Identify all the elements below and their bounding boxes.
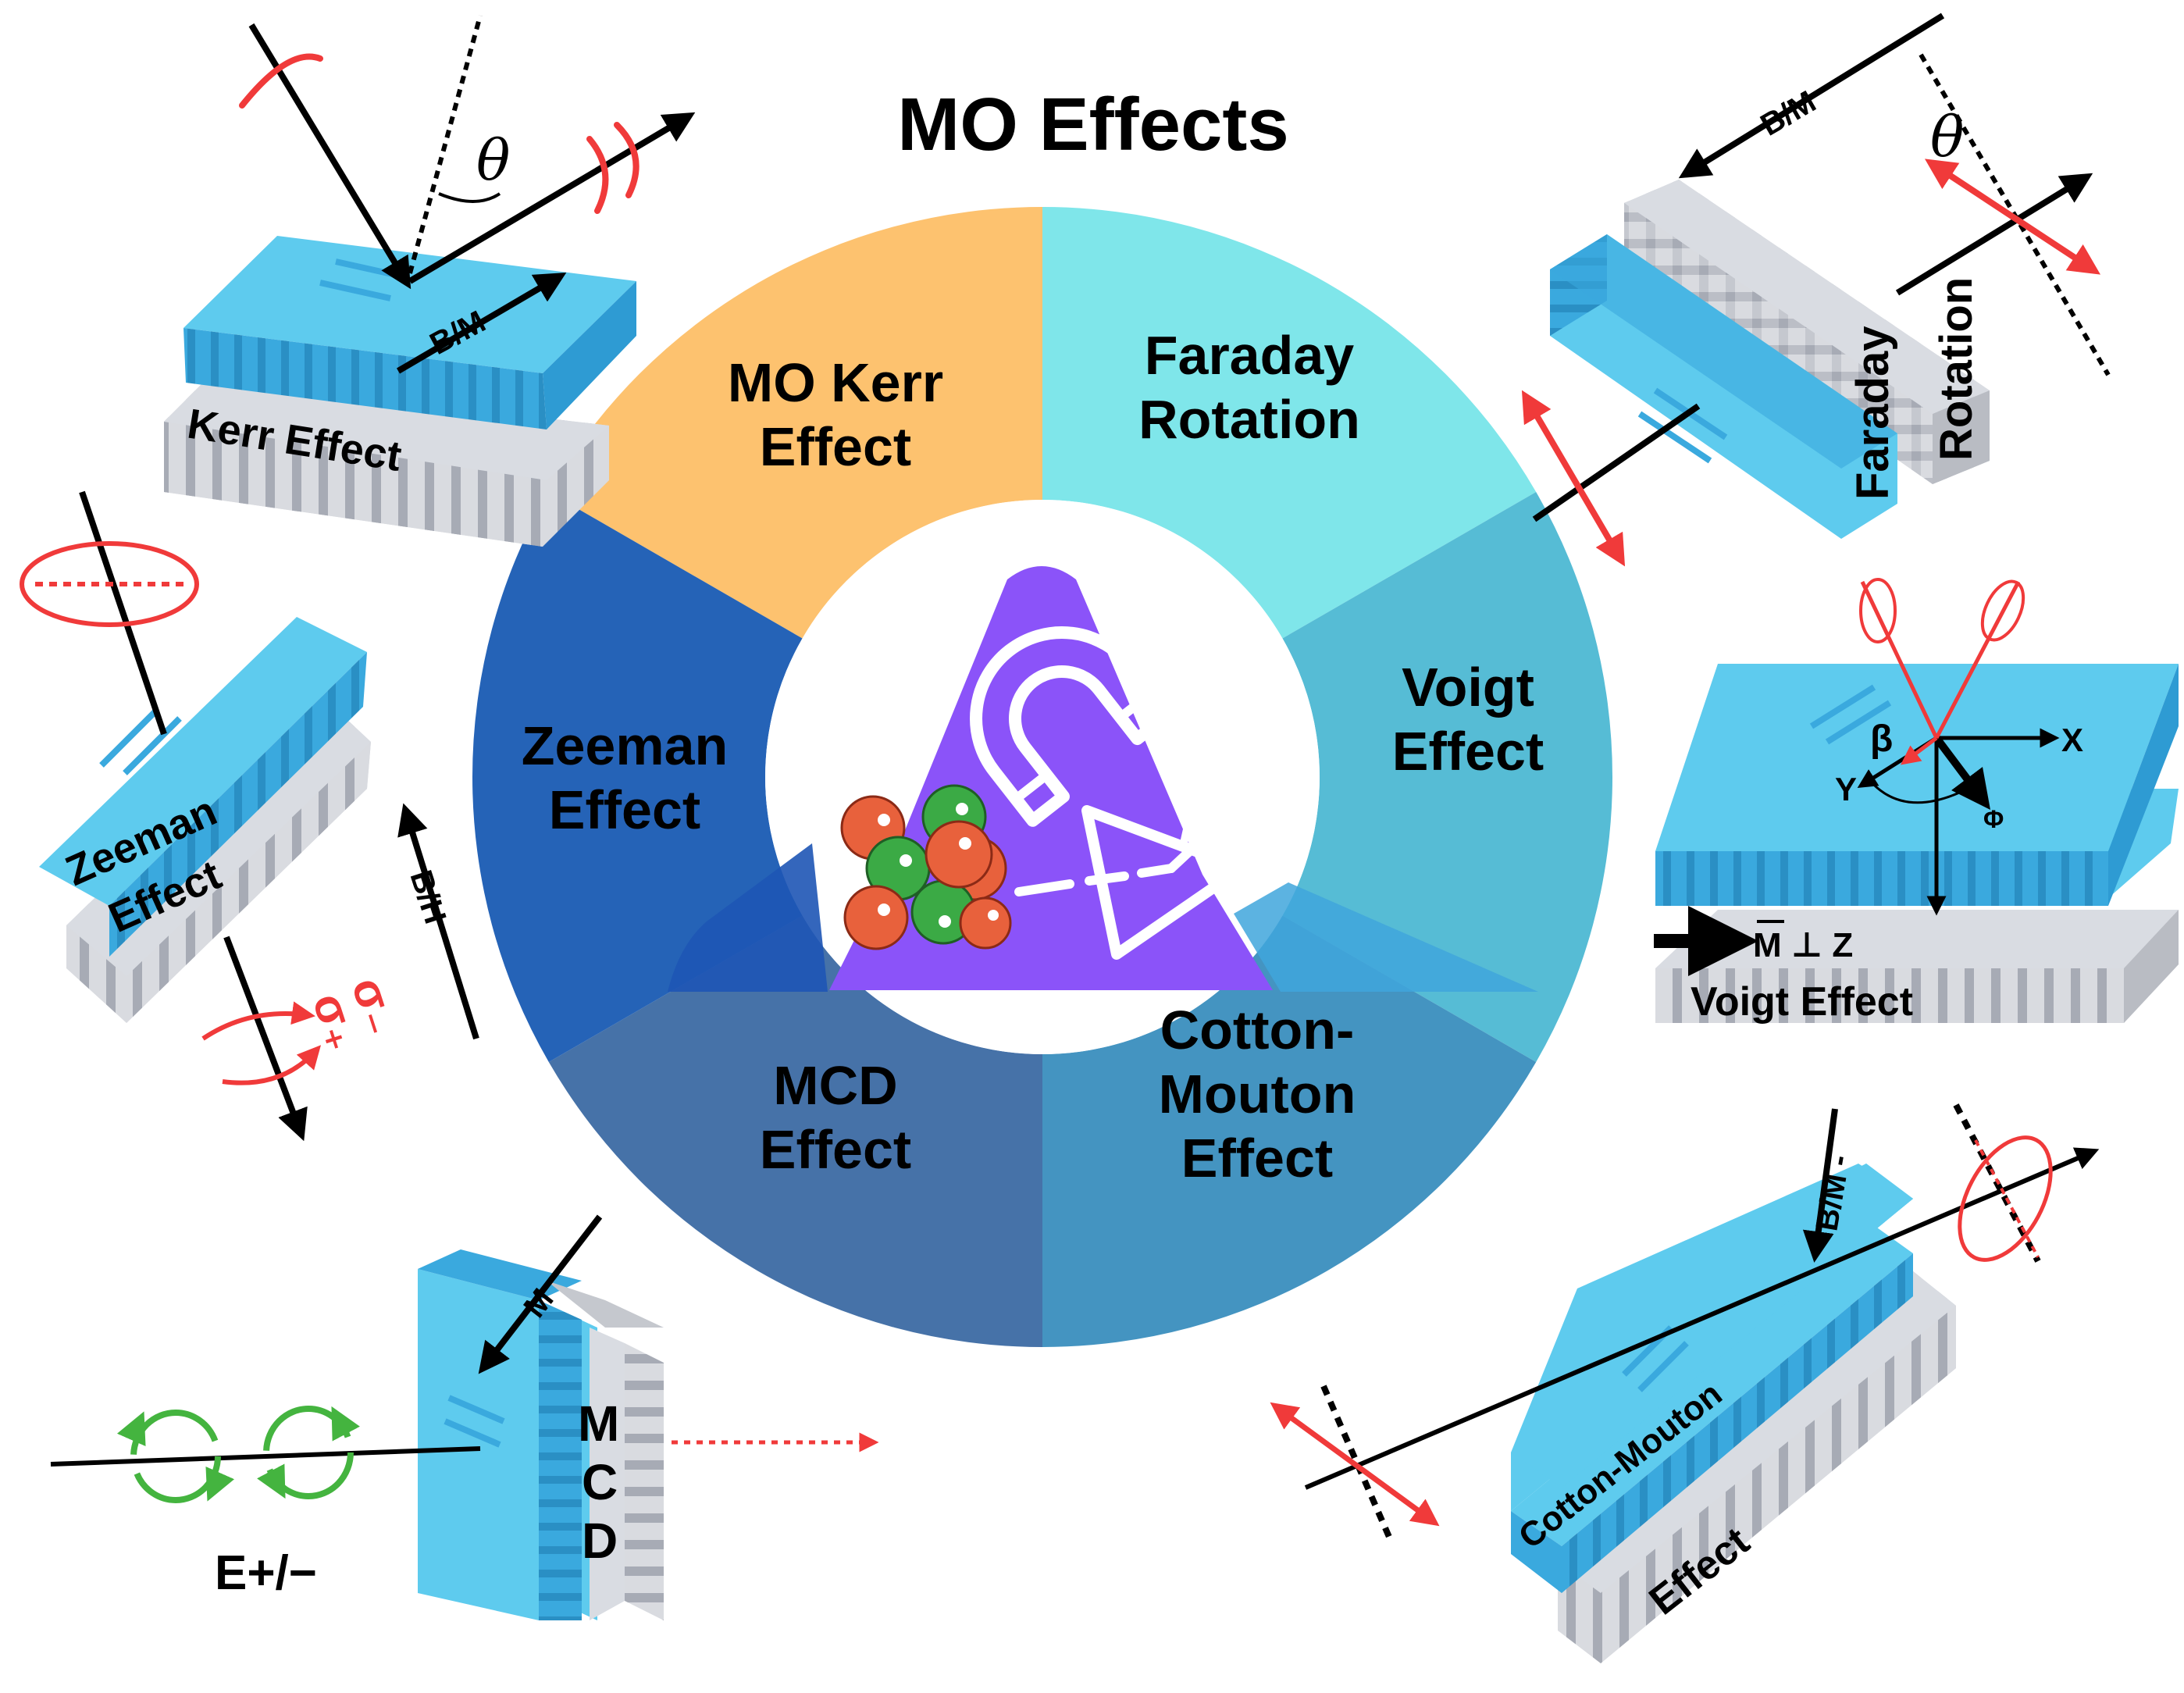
wheel-label-zeeman-line-2: Effect [549,779,700,840]
faraday-angle-theta: θ [1930,104,1964,169]
wheel-label-zeeman-line-1: Zeeman [522,715,729,776]
wheel-label-voigt-line-2: Effect [1392,721,1544,782]
voigt-axis-y: Y [1835,771,1857,807]
wheel-label-voigt-line-1: Voigt [1402,657,1534,718]
zeeman-field-label: B/H [403,866,452,928]
wheel-segment-kerr [548,207,1042,639]
magnet-atom-prism-icon [668,566,1538,992]
voigt-phi: Φ [1983,805,2004,833]
wheel-label-cotton-line-2: Mouton [1159,1064,1356,1125]
wheel-label-cotton-line-1: Cotton- [1160,1000,1355,1060]
mcd-effect-illustration: M C D M E+/− [50,1214,879,1620]
zeeman-effect-illustration: Zeeman Effect B/H σ₊ σ₋ [20,490,479,1142]
faraday-plate-label-1: Faraday [1847,326,1898,500]
atom-nucleus-icon [840,784,1012,950]
prism-icon [1081,738,1261,960]
faraday-plate-label-2: Rotation [1931,277,1982,461]
wheel-label-mcd-line-1: MCD [773,1055,897,1116]
wheel-segment-faraday [1042,207,1537,639]
mcd-letter-1: M [578,1395,619,1452]
voigt-beta: β [1870,718,1893,760]
cotton-mouton-illustration: Cotton-Mouton Effect B/M - [1270,1103,2100,1663]
kerr-angle-theta: θ [476,127,510,193]
voigt-condition: M ⊥ Z [1753,926,1853,964]
wheel-label-cotton-line-3: Effect [1181,1128,1333,1189]
magnet-icon [970,626,1174,827]
mcd-wave-label: E+/− [215,1546,317,1600]
wheel-label-mcd-line-2: Effect [760,1119,911,1180]
wheel-segment-mcd [548,915,1042,1347]
wheel-label-faraday-line-2: Rotation [1138,389,1360,450]
circular-polarization-icon [116,1406,360,1503]
wheel-label-kerr-line-1: MO Kerr [728,352,943,413]
voigt-effect-illustration: Voigt Effect X Y β Φ M ⊥ Z [1654,578,2179,1025]
wheel-label-faraday-line-1: Faraday [1145,325,1355,386]
voigt-plate-label: Voigt Effect [1691,979,1913,1025]
kerr-effect-illustration: Kerr Effect θ B/M [164,15,696,547]
wheel-label-kerr-line-2: Effect [760,416,911,477]
wheel-segment-cotton [1042,915,1537,1347]
diagram-title: MO Effects [897,83,1288,166]
faraday-rotation-illustration: Faraday Rotation B/M θ [1521,12,2111,567]
mcd-letter-3: D [582,1513,618,1569]
voigt-axis-x: X [2061,722,2083,758]
mcd-letter-2: C [582,1454,618,1510]
